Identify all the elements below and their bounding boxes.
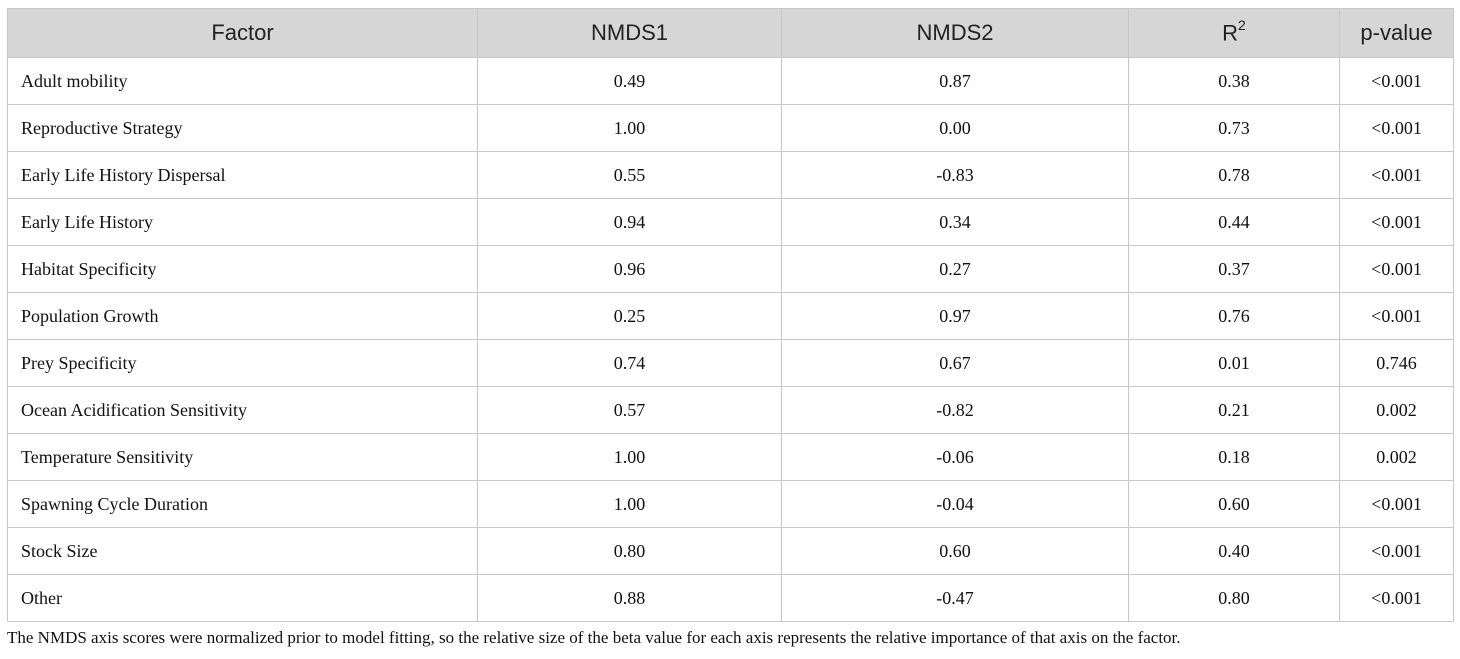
cell-r2: 0.60 (1128, 480, 1340, 528)
cell-r2: 0.01 (1128, 339, 1340, 387)
cell-nmds1: 1.00 (477, 104, 782, 152)
cell-nmds2: 0.60 (781, 527, 1129, 575)
cell-r2: 0.38 (1128, 57, 1340, 105)
cell-nmds1: 0.88 (477, 574, 782, 622)
cell-pvalue: <0.001 (1339, 292, 1454, 340)
cell-nmds1: 0.96 (477, 245, 782, 293)
cell-factor: Early Life History Dispersal (7, 151, 478, 199)
cell-r2: 0.37 (1128, 245, 1340, 293)
cell-factor: Reproductive Strategy (7, 104, 478, 152)
table-row: Population Growth 0.25 0.97 0.76 <0.001 (7, 292, 1454, 340)
cell-nmds2: -0.82 (781, 386, 1129, 434)
table-row: Spawning Cycle Duration 1.00 -0.04 0.60 … (7, 480, 1454, 528)
cell-pvalue: <0.001 (1339, 104, 1454, 152)
cell-r2: 0.21 (1128, 386, 1340, 434)
cell-pvalue: <0.001 (1339, 480, 1454, 528)
cell-pvalue: <0.001 (1339, 245, 1454, 293)
table-row: Temperature Sensitivity 1.00 -0.06 0.18 … (7, 433, 1454, 481)
cell-nmds1: 1.00 (477, 433, 782, 481)
table-row: Ocean Acidification Sensitivity 0.57 -0.… (7, 386, 1454, 434)
cell-r2: 0.78 (1128, 151, 1340, 199)
results-table-container: Factor NMDS1 NMDS2 R2 p-value Adult mobi… (7, 8, 1454, 622)
cell-pvalue: 0.002 (1339, 386, 1454, 434)
cell-pvalue: 0.746 (1339, 339, 1454, 387)
cell-pvalue: <0.001 (1339, 527, 1454, 575)
cell-factor: Population Growth (7, 292, 478, 340)
cell-r2: 0.44 (1128, 198, 1340, 246)
cell-nmds1: 0.25 (477, 292, 782, 340)
header-r2-superscript: 2 (1238, 17, 1246, 34)
cell-nmds1: 0.80 (477, 527, 782, 575)
header-r2-base: R (1222, 20, 1239, 46)
cell-nmds2: -0.47 (781, 574, 1129, 622)
header-nmds1: NMDS1 (477, 8, 782, 58)
table-row: Early Life History Dispersal 0.55 -0.83 … (7, 151, 1454, 199)
cell-nmds2: -0.83 (781, 151, 1129, 199)
table-row: Habitat Specificity 0.96 0.27 0.37 <0.00… (7, 245, 1454, 293)
cell-factor: Temperature Sensitivity (7, 433, 478, 481)
cell-factor: Prey Specificity (7, 339, 478, 387)
header-pvalue: p-value (1339, 8, 1454, 58)
table-row: Prey Specificity 0.74 0.67 0.01 0.746 (7, 339, 1454, 387)
cell-factor: Early Life History (7, 198, 478, 246)
cell-r2: 0.18 (1128, 433, 1340, 481)
cell-nmds2: 0.97 (781, 292, 1129, 340)
cell-pvalue: <0.001 (1339, 198, 1454, 246)
cell-nmds1: 1.00 (477, 480, 782, 528)
cell-r2: 0.73 (1128, 104, 1340, 152)
table-header-row: Factor NMDS1 NMDS2 R2 p-value (7, 8, 1454, 58)
cell-factor: Ocean Acidification Sensitivity (7, 386, 478, 434)
cell-r2: 0.40 (1128, 527, 1340, 575)
table-row: Other 0.88 -0.47 0.80 <0.001 (7, 574, 1454, 622)
table-row: Stock Size 0.80 0.60 0.40 <0.001 (7, 527, 1454, 575)
cell-nmds1: 0.94 (477, 198, 782, 246)
header-nmds2: NMDS2 (781, 8, 1129, 58)
cell-nmds1: 0.55 (477, 151, 782, 199)
table-row: Early Life History 0.94 0.34 0.44 <0.001 (7, 198, 1454, 246)
cell-pvalue: <0.001 (1339, 57, 1454, 105)
cell-factor: Stock Size (7, 527, 478, 575)
cell-nmds2: 0.27 (781, 245, 1129, 293)
cell-nmds2: -0.06 (781, 433, 1129, 481)
cell-nmds2: 0.67 (781, 339, 1129, 387)
cell-nmds2: -0.04 (781, 480, 1129, 528)
results-table: Factor NMDS1 NMDS2 R2 p-value Adult mobi… (7, 8, 1454, 622)
table-footnote: The NMDS axis scores were normalized pri… (7, 628, 1181, 647)
cell-pvalue: 0.002 (1339, 433, 1454, 481)
header-factor: Factor (7, 8, 478, 58)
cell-nmds2: 0.34 (781, 198, 1129, 246)
cell-pvalue: <0.001 (1339, 151, 1454, 199)
cell-nmds1: 0.74 (477, 339, 782, 387)
cell-nmds2: 0.00 (781, 104, 1129, 152)
cell-nmds2: 0.87 (781, 57, 1129, 105)
cell-factor: Habitat Specificity (7, 245, 478, 293)
cell-nmds1: 0.49 (477, 57, 782, 105)
cell-r2: 0.76 (1128, 292, 1340, 340)
cell-factor: Adult mobility (7, 57, 478, 105)
cell-r2: 0.80 (1128, 574, 1340, 622)
cell-nmds1: 0.57 (477, 386, 782, 434)
header-r2: R2 (1128, 8, 1340, 58)
cell-factor: Spawning Cycle Duration (7, 480, 478, 528)
table-row: Adult mobility 0.49 0.87 0.38 <0.001 (7, 57, 1454, 105)
cell-factor: Other (7, 574, 478, 622)
cell-pvalue: <0.001 (1339, 574, 1454, 622)
table-row: Reproductive Strategy 1.00 0.00 0.73 <0.… (7, 104, 1454, 152)
